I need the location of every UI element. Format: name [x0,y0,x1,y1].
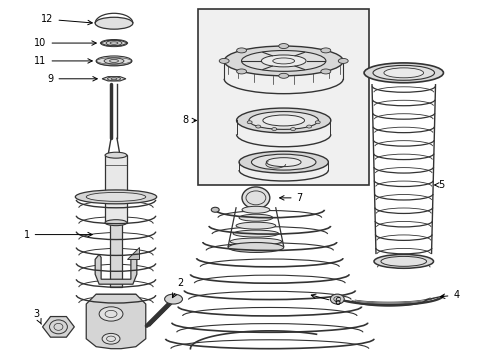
Bar [110,223,122,287]
Ellipse shape [248,112,318,129]
Ellipse shape [102,333,120,344]
Ellipse shape [236,222,275,229]
Polygon shape [100,40,128,46]
Ellipse shape [99,307,122,321]
Ellipse shape [106,41,122,46]
Text: 3: 3 [33,309,41,324]
Text: 8: 8 [182,116,196,126]
Ellipse shape [233,230,278,237]
Text: 11: 11 [34,56,92,66]
Text: 2: 2 [172,278,183,298]
Ellipse shape [236,69,246,74]
Ellipse shape [95,17,133,29]
Ellipse shape [75,190,156,204]
Text: 1: 1 [23,230,92,239]
Ellipse shape [164,294,182,304]
Ellipse shape [266,158,301,167]
Text: 5: 5 [434,180,444,190]
Ellipse shape [241,50,325,71]
Ellipse shape [219,58,229,63]
Polygon shape [95,255,137,284]
Ellipse shape [271,127,276,131]
Text: 7: 7 [279,193,302,203]
Ellipse shape [239,214,272,221]
Polygon shape [127,247,139,260]
Polygon shape [102,77,126,81]
Text: 4: 4 [440,290,459,300]
Ellipse shape [261,55,305,67]
Text: 6: 6 [310,294,340,307]
Text: 12: 12 [41,14,92,25]
Ellipse shape [239,151,327,173]
Ellipse shape [242,206,269,213]
Ellipse shape [278,73,288,78]
Ellipse shape [364,63,443,83]
Polygon shape [42,316,74,337]
Ellipse shape [263,115,304,126]
Ellipse shape [372,66,434,80]
Ellipse shape [290,127,295,131]
Ellipse shape [230,238,281,245]
Ellipse shape [315,121,320,124]
Ellipse shape [338,58,347,63]
Ellipse shape [211,207,219,212]
Ellipse shape [272,58,294,64]
Ellipse shape [107,77,120,81]
Ellipse shape [228,243,283,252]
Ellipse shape [251,154,315,170]
Ellipse shape [383,68,423,78]
Ellipse shape [306,125,311,128]
Ellipse shape [236,48,246,53]
Ellipse shape [224,46,343,76]
Ellipse shape [236,108,330,133]
Text: 9: 9 [47,74,97,84]
Ellipse shape [320,69,330,74]
Ellipse shape [96,56,132,66]
Ellipse shape [242,187,269,209]
Polygon shape [86,294,145,349]
Ellipse shape [320,48,330,53]
Ellipse shape [105,220,127,226]
Ellipse shape [373,255,433,268]
Ellipse shape [255,125,260,128]
Ellipse shape [246,121,252,124]
Ellipse shape [104,58,123,64]
Ellipse shape [380,256,426,266]
Ellipse shape [278,44,288,49]
Text: 10: 10 [34,38,96,48]
Ellipse shape [330,294,344,304]
Bar [198,9,368,185]
Bar [105,155,127,223]
Ellipse shape [105,152,127,158]
Ellipse shape [86,192,145,201]
